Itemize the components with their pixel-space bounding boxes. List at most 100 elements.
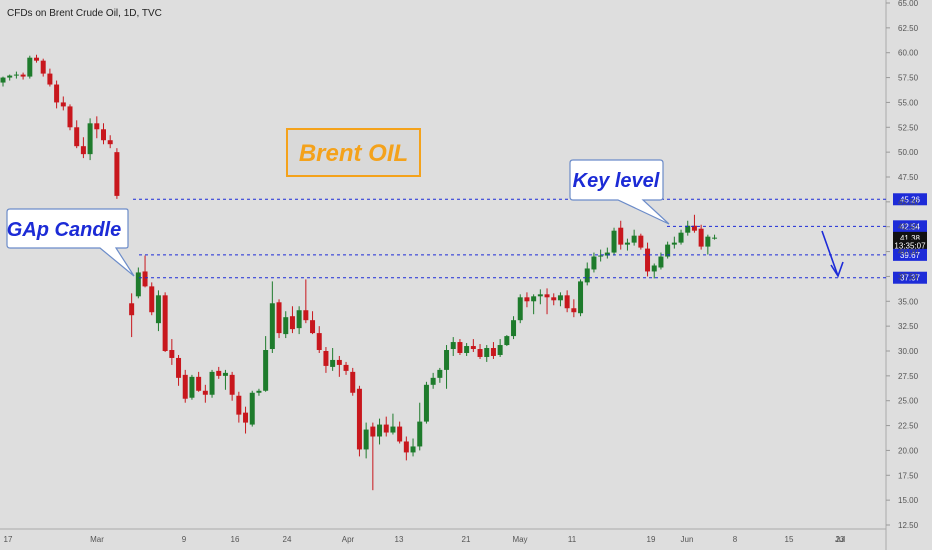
candle bbox=[698, 224, 704, 250]
candle bbox=[101, 123, 106, 145]
candle-body bbox=[60, 102, 66, 107]
candle-body bbox=[464, 346, 470, 353]
candle-body bbox=[437, 369, 443, 378]
gap-callout-label: GAp Candle bbox=[7, 219, 121, 241]
candle bbox=[0, 76, 6, 87]
price-axis-label: 62.50 bbox=[898, 24, 919, 33]
candle-body bbox=[283, 317, 289, 335]
candle bbox=[423, 381, 429, 424]
candle bbox=[323, 347, 329, 373]
time-axis-label: 8 bbox=[733, 535, 738, 544]
time-axis-label: Jul bbox=[835, 535, 845, 544]
time-axis-label: 9 bbox=[182, 535, 187, 544]
candle-body bbox=[310, 320, 316, 334]
candle-body bbox=[712, 237, 718, 239]
candle bbox=[557, 292, 563, 307]
candle-body bbox=[444, 350, 450, 370]
candle bbox=[524, 292, 530, 308]
candle bbox=[638, 233, 644, 250]
candle bbox=[330, 348, 336, 371]
candle bbox=[457, 339, 463, 355]
candle bbox=[685, 220, 691, 236]
candle-body bbox=[209, 371, 215, 395]
candle bbox=[705, 234, 711, 255]
candle bbox=[591, 252, 597, 273]
level-price-label: 39.67 bbox=[900, 251, 921, 260]
candle bbox=[296, 306, 302, 335]
candle bbox=[417, 402, 423, 451]
candle-body bbox=[135, 272, 141, 297]
price-axis-label: 65.00 bbox=[898, 0, 919, 8]
candle bbox=[571, 299, 577, 318]
candle-body bbox=[584, 268, 590, 283]
candle bbox=[397, 421, 403, 444]
price-axis-label: 25.00 bbox=[898, 397, 919, 406]
time-axis-label: 15 bbox=[785, 535, 794, 544]
price-axis-label: 35.00 bbox=[898, 297, 919, 306]
candle bbox=[383, 416, 389, 437]
candle bbox=[236, 391, 242, 423]
candle bbox=[350, 367, 356, 396]
candle-body bbox=[685, 225, 691, 233]
candle bbox=[531, 294, 537, 315]
candle-body bbox=[564, 295, 570, 309]
price-axis[interactable]: 65.00 62.50 60.00 57.50 55.00 52.50 50.00 47.50… bbox=[886, 0, 919, 530]
candle bbox=[403, 436, 409, 461]
price-axis-label: 22.50 bbox=[898, 422, 919, 431]
candle bbox=[67, 104, 73, 131]
candle-body bbox=[27, 57, 33, 77]
candle bbox=[578, 279, 584, 317]
level-price-label: 37.37 bbox=[900, 274, 921, 283]
candle bbox=[658, 252, 664, 270]
price-axis-label: 15.00 bbox=[898, 496, 919, 505]
candle-body bbox=[94, 123, 100, 130]
candle-body bbox=[40, 60, 46, 74]
time-axis-label: 24 bbox=[283, 535, 292, 544]
candle bbox=[263, 336, 269, 392]
price-axis-label: 50.00 bbox=[898, 148, 919, 157]
candle bbox=[289, 306, 295, 334]
brand-box bbox=[286, 128, 421, 177]
candle-body bbox=[524, 297, 530, 302]
level-price-label: 41.38 bbox=[900, 234, 921, 243]
candle bbox=[665, 241, 671, 259]
price-axis-label: 45.00 bbox=[898, 198, 919, 207]
time-axis-label: 19 bbox=[647, 535, 656, 544]
candle-body bbox=[149, 286, 155, 313]
candle bbox=[209, 369, 215, 398]
candle bbox=[343, 361, 349, 375]
candle bbox=[490, 342, 496, 359]
candle-body bbox=[114, 152, 120, 196]
price-axis-label: 37.50 bbox=[898, 272, 919, 281]
time-axis-label: 21 bbox=[462, 535, 471, 544]
candle-body bbox=[107, 140, 113, 145]
candle bbox=[450, 337, 456, 356]
candle-body bbox=[269, 303, 275, 350]
candle bbox=[651, 263, 657, 279]
candle-body bbox=[531, 296, 537, 302]
candle-body bbox=[430, 377, 436, 385]
candle bbox=[618, 220, 624, 250]
candle bbox=[377, 418, 383, 445]
candle bbox=[691, 214, 697, 233]
candle bbox=[564, 290, 570, 313]
candle bbox=[477, 344, 483, 359]
candle bbox=[497, 339, 503, 357]
candle-body bbox=[47, 73, 53, 85]
candle-body bbox=[604, 252, 610, 256]
candle-body bbox=[417, 421, 423, 447]
candle-body bbox=[457, 342, 463, 353]
key-level-callout-label: Key level bbox=[573, 170, 660, 192]
candle bbox=[176, 354, 182, 386]
candle bbox=[34, 54, 39, 63]
candle-body bbox=[477, 349, 483, 357]
candle bbox=[678, 229, 684, 245]
candle-body bbox=[243, 412, 249, 423]
candle bbox=[229, 371, 235, 401]
candle-body bbox=[651, 265, 657, 272]
candle bbox=[276, 299, 282, 339]
time-axis-label: May bbox=[512, 535, 527, 544]
candle-body bbox=[423, 384, 429, 422]
